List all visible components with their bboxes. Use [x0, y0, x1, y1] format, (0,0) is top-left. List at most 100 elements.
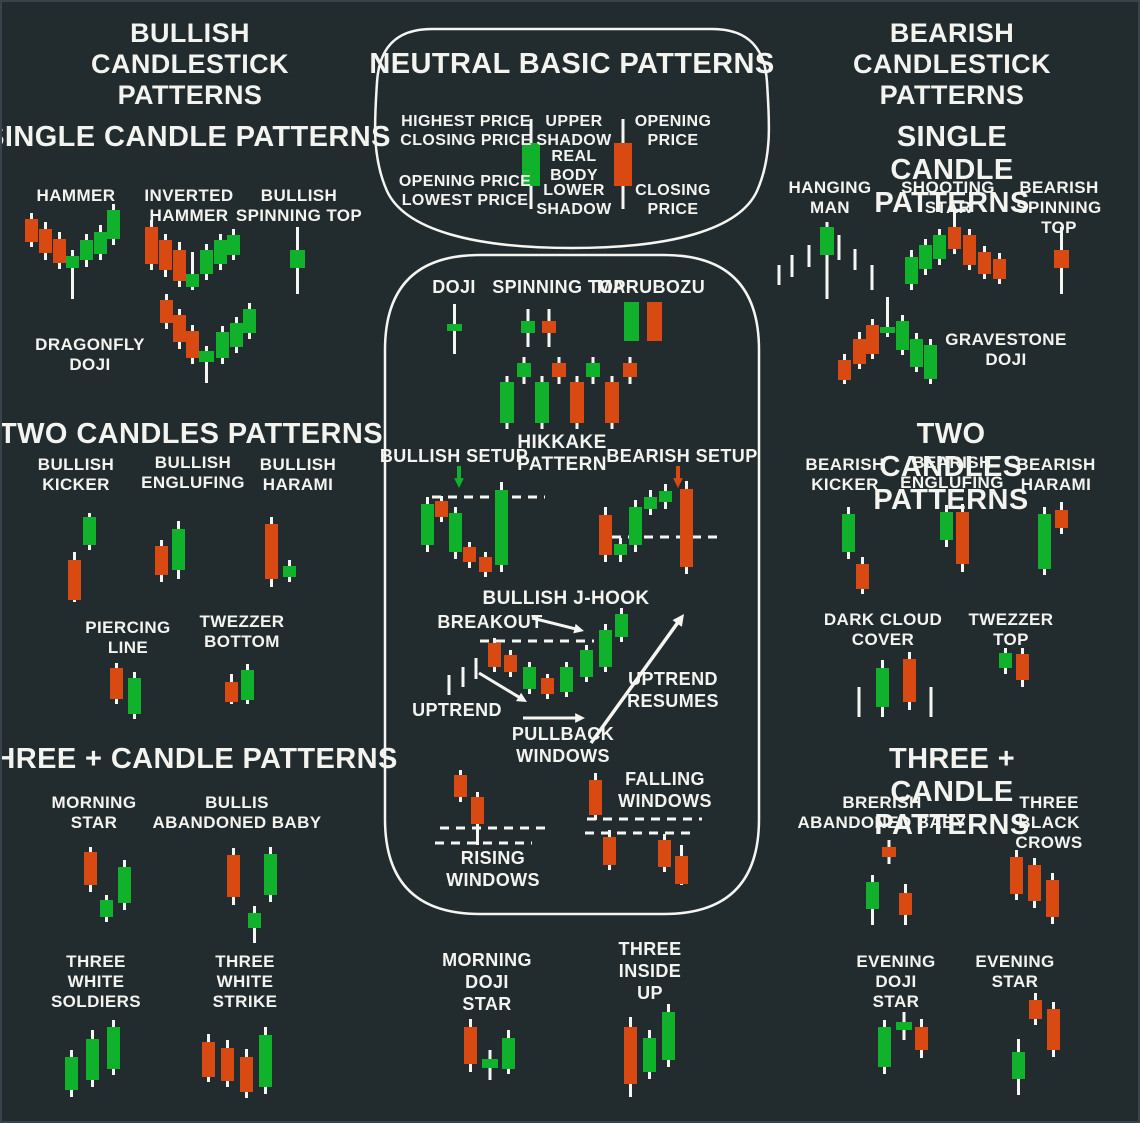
label-bearish-englufing: BEARISH ENGLUFING [900, 453, 1004, 492]
label-pullback-windows: PULLBACK WINDOWS [511, 724, 615, 766]
label-marubozu: MARUBOZU [596, 277, 706, 297]
bullish-englufing-chart [155, 521, 185, 582]
red-candle-body [53, 239, 66, 263]
green-candle-body [662, 1012, 675, 1060]
legend-lower-shadow: LOWER SHADOW [536, 182, 612, 218]
red-candle-body [647, 302, 662, 341]
green-candle-body [521, 321, 535, 333]
green-candle-body [659, 491, 672, 502]
arrow-line [589, 619, 681, 745]
red-candle-body [599, 515, 612, 555]
bearish-englufing-chart [940, 504, 969, 572]
green-candle-body [940, 512, 953, 540]
green-candle-body [259, 1035, 272, 1087]
green-candle-body [66, 256, 79, 268]
green-candle-body [1038, 514, 1051, 569]
hanging-man-chart [777, 222, 874, 299]
red-candle-body [479, 557, 492, 572]
dragonfly-doji-chart [160, 294, 256, 383]
left-column-title: BULLISH CANDLESTICK PATTERNS [91, 18, 289, 110]
label-bearish-spinning-top: BEARISH SPINNING TOP [1016, 178, 1102, 237]
left-three-candle-heading: THREE + CANDLE PATTERNS [0, 743, 398, 775]
morning-doji-star-chart [464, 1019, 515, 1080]
left-two-candles-heading: TWO CANDLES PATTERNS [0, 418, 383, 450]
red-candle-body [39, 229, 52, 253]
red-candle-body [589, 780, 602, 815]
red-candle-body [614, 143, 632, 186]
red-candle-body [675, 856, 688, 884]
red-candle-body [221, 1048, 234, 1081]
red-candle-body [838, 360, 851, 380]
red-candle-body [856, 564, 869, 589]
green-candle-body [241, 670, 254, 700]
green-candle-body [1012, 1052, 1025, 1079]
green-candle-body [919, 245, 932, 269]
three-inside-up-chart [624, 1004, 675, 1097]
red-candle-body [1046, 880, 1059, 917]
green-candle-body [629, 507, 642, 545]
legend-opening-lowest-price: OPENING PRICE LOWEST PRICE [398, 173, 532, 209]
red-candle-body [899, 893, 912, 915]
legend-opening-price: OPENING PRICE [634, 113, 712, 149]
red-candle-body [186, 331, 199, 358]
label-evening-doji-star: EVENING DOJI STAR [856, 952, 936, 1011]
green-candle-body [482, 1059, 498, 1068]
green-candle-body [94, 232, 107, 254]
green-candle-body [880, 327, 895, 333]
red-candle-body [866, 325, 879, 354]
red-candle-body [552, 363, 566, 377]
legend-candles [522, 119, 632, 209]
green-candle-body [290, 250, 305, 268]
label-bullish-spinning-top: BULLISH SPINNING TOP [235, 186, 363, 225]
green-candle-body [624, 302, 639, 341]
label-three-white-soldiers: THREE WHITE SOLDIERS [50, 952, 142, 1011]
red-candle-body [1047, 1009, 1060, 1050]
label-piercing-line: PIERCING LINE [85, 618, 171, 657]
right-three-candle-heading: THREE + CANDLE PATTERNS [874, 743, 1030, 841]
green-candle-body [500, 382, 514, 423]
green-candle-body [580, 650, 593, 677]
green-candle-body [227, 235, 240, 255]
label-rising-windows: RISING WINDOWS [446, 848, 540, 890]
label-twezzer-bottom: TWEZZER BOTTOM [199, 612, 285, 651]
shooting-star-chart [905, 210, 1006, 290]
label-hikkake-pattern: HIKKAKE PATTERN [517, 432, 607, 475]
label-bearish-setup: BEARISH SETUP [606, 446, 758, 466]
green-candle-body [199, 351, 214, 362]
right-column-title: BEARISH CANDLESTICK PATTERNS [853, 18, 1051, 110]
hikkake-bearish-setup-chart [599, 466, 720, 574]
three-white-soldiers-chart [65, 1020, 120, 1097]
label-shooting-star: SHOOTING STAR [901, 178, 995, 217]
green-candle-body [200, 250, 213, 274]
red-candle-body [853, 339, 866, 364]
bearish-harami-chart [1038, 502, 1068, 575]
green-candle-body [866, 882, 879, 909]
red-candle-body [454, 775, 467, 797]
label-dark-cloud-cover: DARK CLOUD COVER [823, 610, 943, 649]
bearish-kicker-chart [842, 507, 869, 594]
green-candle-body [876, 668, 889, 707]
red-candle-body [1010, 857, 1023, 894]
marubozu-chart [624, 302, 662, 341]
label-falling-windows: FALLING WINDOWS [618, 769, 712, 811]
green-candle-body [896, 321, 909, 350]
morning-star-chart [84, 847, 131, 922]
arrow-head [573, 623, 584, 634]
label-breakout: BREAKOUT [437, 612, 543, 632]
legend-closing-price: CLOSING PRICE [635, 182, 711, 218]
middle-panel-outline [383, 253, 761, 916]
red-candle-body [435, 501, 448, 517]
three-white-strike-chart [202, 1027, 272, 1098]
red-candle-body [488, 643, 501, 667]
red-candle-body [915, 1027, 928, 1050]
red-candle-body [84, 852, 97, 885]
legend-real-body: REAL BODY [550, 148, 598, 184]
green-candle-body [283, 566, 296, 577]
red-candle-body [155, 546, 168, 575]
green-candle-body [643, 1038, 656, 1072]
green-candle-body [128, 678, 141, 714]
bullis-abandoned-baby-chart [227, 847, 277, 943]
red-candle-body [145, 227, 158, 264]
green-candle-body [216, 332, 229, 358]
bullish-harami-chart [265, 517, 296, 587]
